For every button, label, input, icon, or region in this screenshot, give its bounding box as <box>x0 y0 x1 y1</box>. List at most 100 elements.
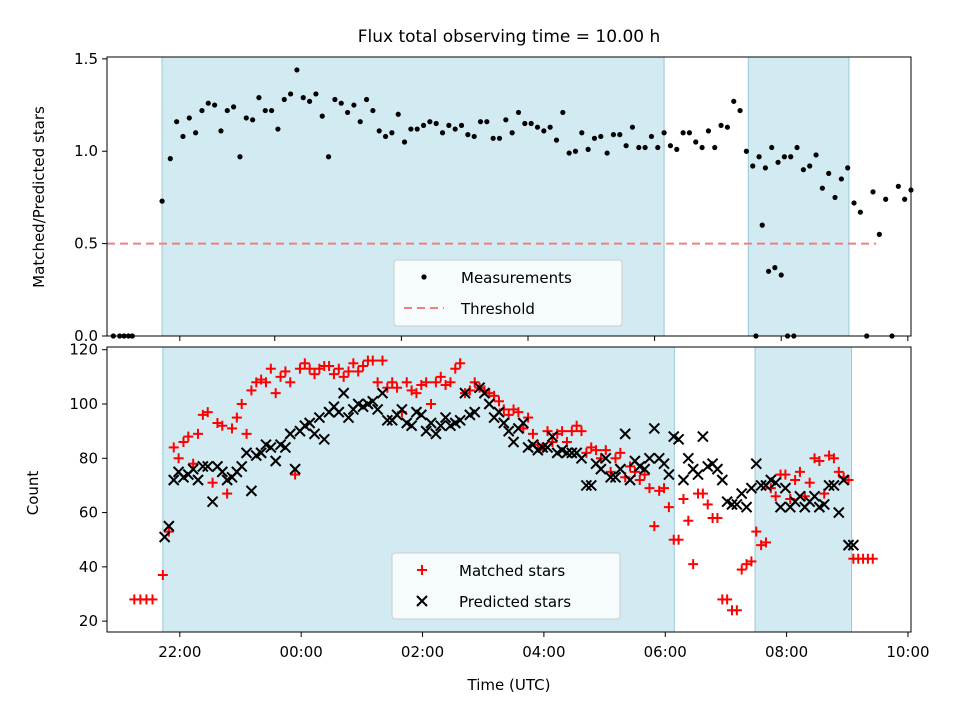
predicted-star-point <box>643 452 656 464</box>
measurement-point <box>509 130 515 136</box>
matched-star-point <box>178 437 189 447</box>
measurement-point <box>414 126 420 132</box>
x-tick-label: 02:00 <box>401 643 444 661</box>
matched-star-point <box>173 453 184 464</box>
predicted-star-point <box>396 403 408 416</box>
matched-star-point <box>168 442 179 453</box>
measurement-point <box>686 130 693 136</box>
predicted-star-point <box>580 479 593 492</box>
predicted-star-point <box>566 447 578 459</box>
matched-star-point <box>222 488 233 499</box>
predicted-star-point <box>609 471 622 483</box>
matched-star-point <box>217 420 228 431</box>
measurement-point <box>851 200 857 206</box>
matched-star-point <box>348 358 359 369</box>
predicted-star-point <box>604 471 617 483</box>
matched-star-point <box>605 466 616 477</box>
matched-star-point <box>814 456 825 466</box>
matched-star-point <box>615 447 626 458</box>
predicted-star-point <box>507 436 520 448</box>
measurement-point <box>629 124 636 130</box>
measurement-point <box>471 133 477 140</box>
measurement-point <box>477 119 484 125</box>
measurement-point <box>199 107 205 114</box>
matched-star-point <box>241 428 252 439</box>
predicted-star-point <box>415 409 428 421</box>
matched-star-point <box>591 445 602 456</box>
measurement-point <box>325 154 332 160</box>
measurement-point <box>528 120 534 127</box>
measurement-point <box>705 128 712 134</box>
measurement-point <box>268 107 275 114</box>
measurement-point <box>250 117 256 123</box>
predicted-star-point <box>279 441 292 454</box>
predicted-star-point <box>502 425 515 437</box>
predicted-star-point <box>823 479 835 492</box>
measurement-point <box>503 117 509 123</box>
measurement-point <box>743 148 750 154</box>
matched-star-point <box>688 559 699 570</box>
measurement-point <box>370 107 376 114</box>
measurement-point <box>572 148 579 154</box>
measurement-point <box>636 144 642 151</box>
matched-star-point <box>746 556 757 567</box>
matched-star-point <box>324 361 335 371</box>
matched-star-point <box>663 502 674 513</box>
matched-star-point <box>678 494 689 504</box>
measurement-point <box>300 95 306 101</box>
predicted-star-point <box>755 479 767 492</box>
bottom-y-axis-label: Count <box>24 471 42 516</box>
measurement-point <box>819 185 825 191</box>
matched-star-point <box>445 377 456 388</box>
predicted-star-point <box>269 455 282 467</box>
measurement-point <box>788 154 794 160</box>
predicted-star-point <box>206 496 219 508</box>
predicted-star-point <box>750 458 762 470</box>
matched-star-point <box>469 377 480 388</box>
measurement-point <box>193 130 199 136</box>
legend-predicted-swatch <box>416 595 428 607</box>
top-chart-title: Flux total observing time = 10.00 h <box>358 27 661 47</box>
x-tick-label: 22:00 <box>158 643 201 661</box>
matched-star-point <box>513 407 524 418</box>
measurement-point <box>395 111 401 117</box>
measurement-point <box>547 124 553 130</box>
measurement-point <box>778 272 784 278</box>
x-tick-label: 00:00 <box>280 643 323 661</box>
matched-star-point <box>285 377 296 388</box>
matched-star-point <box>760 537 771 548</box>
measurement-point <box>800 167 806 173</box>
measurement-point <box>876 231 882 237</box>
matched-star-point <box>377 355 388 366</box>
measurement-point <box>762 165 768 171</box>
predicted-star-point <box>284 428 296 440</box>
measurement-point <box>332 96 338 103</box>
measurement-point <box>845 165 851 171</box>
legend-label: Threshold <box>460 300 535 318</box>
predicted-star-point <box>794 490 806 502</box>
measurement-point <box>560 109 566 116</box>
predicted-star-point <box>158 531 171 543</box>
matched-star-point <box>702 499 713 510</box>
y-tick-label: 0.5 <box>74 235 98 253</box>
predicted-star-point <box>745 482 758 494</box>
measurement-point <box>446 122 452 128</box>
plot-frame <box>106 346 912 633</box>
measurement-point <box>794 144 800 151</box>
predicted-star-point <box>342 411 355 424</box>
predicted-star-point <box>430 428 442 440</box>
measurement-point <box>724 124 731 130</box>
measurement-point <box>287 91 294 97</box>
matched-star-point <box>343 366 354 377</box>
y-tick-label: 1.5 <box>74 50 98 68</box>
matched-star-point <box>387 377 398 388</box>
matched-star-point <box>722 594 733 605</box>
predicted-star-point <box>371 403 384 416</box>
predicted-star-point <box>168 474 180 486</box>
matched-star-point <box>333 363 344 374</box>
observing-window-2 <box>747 56 850 337</box>
top-panel: 0.0 0.5 1.0 1.5 Measurements Threshold <box>74 50 914 345</box>
predicted-star-point <box>682 452 695 464</box>
measurement-point <box>623 143 629 149</box>
predicted-star-point <box>638 463 651 475</box>
